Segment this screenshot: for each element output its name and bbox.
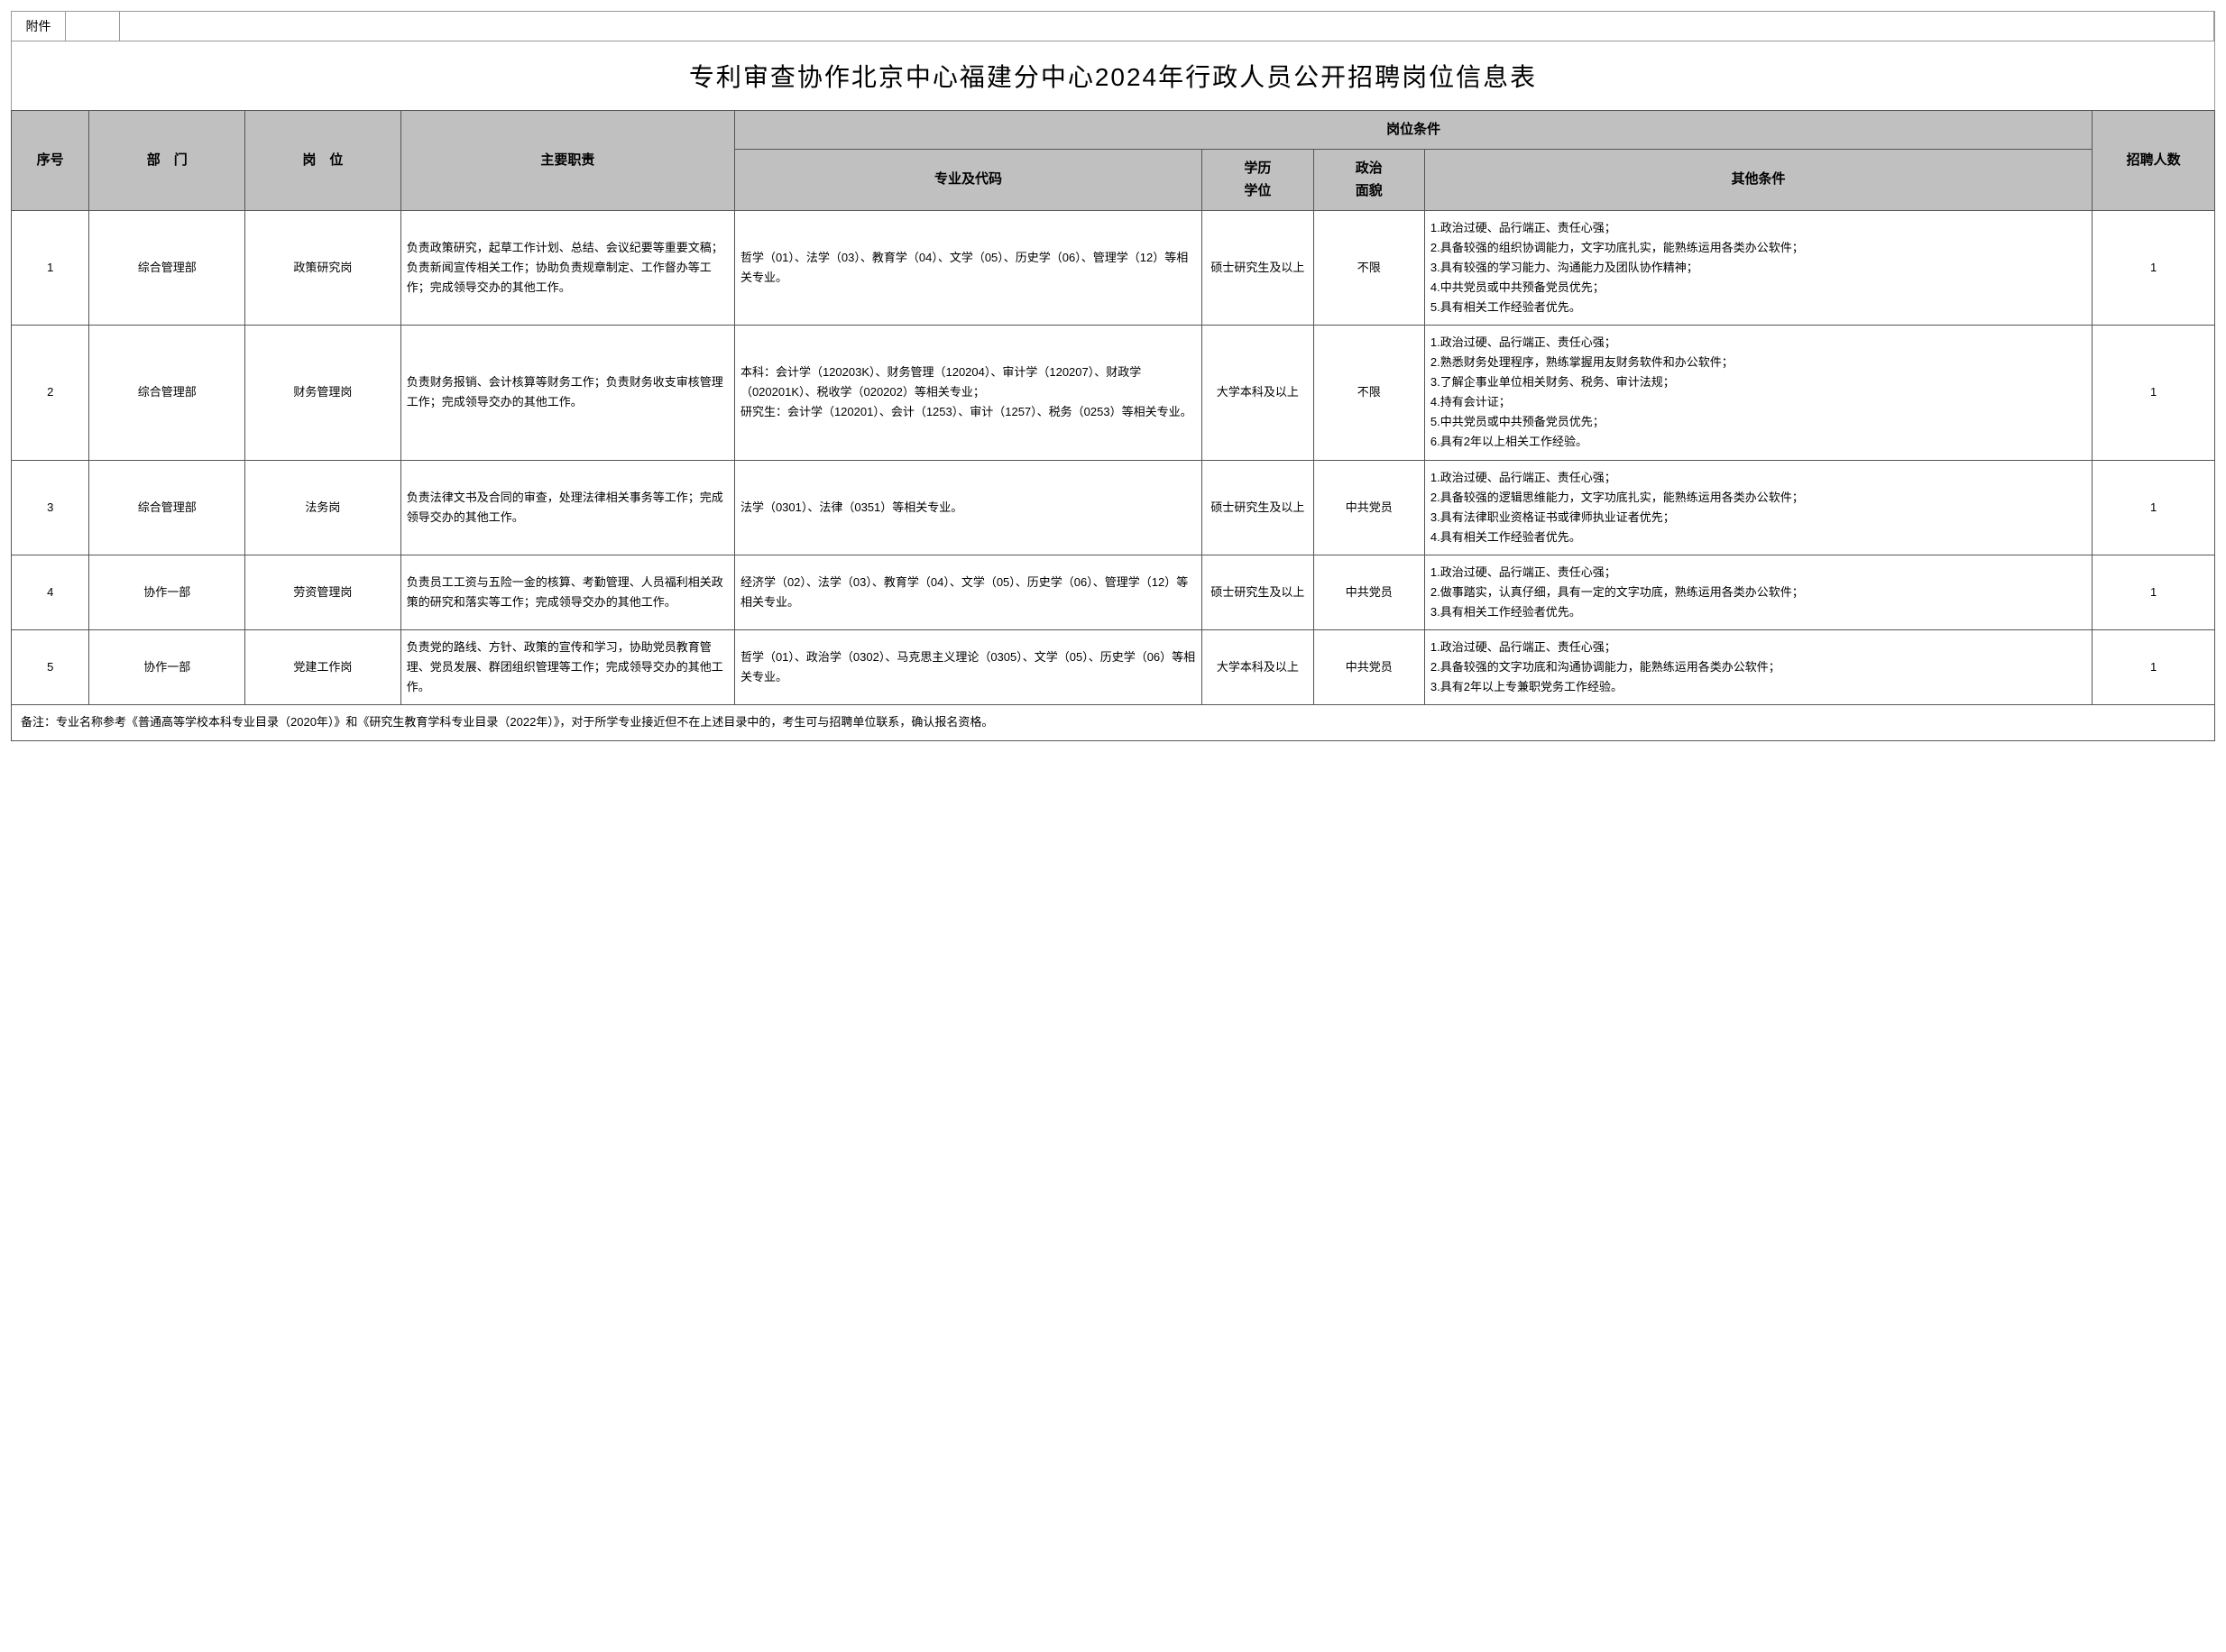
- cell-idx: 4: [12, 555, 89, 629]
- table-body: 1综合管理部政策研究岗负责政策研究，起草工作计划、总结、会议纪要等重要文稿；负责…: [12, 210, 2215, 705]
- cell-major: 哲学（01）、法学（03）、教育学（04）、文学（05）、历史学（06）、管理学…: [734, 210, 1201, 325]
- footer-note: 备注：专业名称参考《普通高等学校本科专业目录（2020年）》和《研究生教育学科专…: [12, 705, 2215, 740]
- cell-cnt: 1: [2093, 210, 2215, 325]
- cell-pos: 财务管理岗: [245, 325, 401, 460]
- table-header: 序号 部 门 岗 位 主要职责 岗位条件 招聘人数 专业及代码 学历 学位 政治…: [12, 111, 2215, 211]
- cell-pos: 法务岗: [245, 460, 401, 555]
- header-major: 专业及代码: [734, 149, 1201, 210]
- cell-idx: 1: [12, 210, 89, 325]
- cell-edu: 硕士研究生及以上: [1202, 460, 1313, 555]
- cell-dept: 协作一部: [89, 630, 245, 705]
- cell-pol: 中共党员: [1313, 630, 1424, 705]
- attachment-row: 附件: [11, 11, 2215, 41]
- cell-pos: 党建工作岗: [245, 630, 401, 705]
- table-row: 3综合管理部法务岗负责法律文书及合同的审查，处理法律相关事务等工作；完成领导交办…: [12, 460, 2215, 555]
- cell-cnt: 1: [2093, 460, 2215, 555]
- cell-major: 经济学（02）、法学（03）、教育学（04）、文学（05）、历史学（06）、管理…: [734, 555, 1201, 629]
- header-pos: 岗 位: [245, 111, 401, 211]
- cell-duty: 负责财务报销、会计核算等财务工作；负责财务收支审核管理工作；完成领导交办的其他工…: [400, 325, 734, 460]
- header-idx: 序号: [12, 111, 89, 211]
- attachment-label: 附件: [12, 12, 66, 41]
- cell-pol: 不限: [1313, 325, 1424, 460]
- cell-edu: 大学本科及以上: [1202, 325, 1313, 460]
- cell-other: 1.政治过硬、品行端正、责任心强； 2.具备较强的组织协调能力，文字功底扎实，能…: [1424, 210, 2092, 325]
- table-row: 2综合管理部财务管理岗负责财务报销、会计核算等财务工作；负责财务收支审核管理工作…: [12, 325, 2215, 460]
- cell-other: 1.政治过硬、品行端正、责任心强； 2.熟悉财务处理程序，熟练掌握用友财务软件和…: [1424, 325, 2092, 460]
- cell-edu: 大学本科及以上: [1202, 630, 1313, 705]
- table-row: 4协作一部劳资管理岗负责员工工资与五险一金的核算、考勤管理、人员福利相关政策的研…: [12, 555, 2215, 629]
- cell-cnt: 1: [2093, 325, 2215, 460]
- cell-cnt: 1: [2093, 555, 2215, 629]
- cell-duty: 负责党的路线、方针、政策的宣传和学习，协助党员教育管理、党员发展、群团组织管理等…: [400, 630, 734, 705]
- cell-major: 法学（0301）、法律（0351）等相关专业。: [734, 460, 1201, 555]
- page-title: 专利审查协作北京中心福建分中心2024年行政人员公开招聘岗位信息表: [11, 41, 2215, 110]
- cell-dept: 综合管理部: [89, 325, 245, 460]
- header-edu: 学历 学位: [1202, 149, 1313, 210]
- cell-idx: 5: [12, 630, 89, 705]
- cell-other: 1.政治过硬、品行端正、责任心强； 2.具备较强的文字功底和沟通协调能力，能熟练…: [1424, 630, 2092, 705]
- cell-edu: 硕士研究生及以上: [1202, 555, 1313, 629]
- cell-pos: 政策研究岗: [245, 210, 401, 325]
- cell-cnt: 1: [2093, 630, 2215, 705]
- cell-edu: 硕士研究生及以上: [1202, 210, 1313, 325]
- cell-pol: 不限: [1313, 210, 1424, 325]
- cell-other: 1.政治过硬、品行端正、责任心强； 2.具备较强的逻辑思维能力，文字功底扎实，能…: [1424, 460, 2092, 555]
- attachment-blank-1: [66, 12, 120, 41]
- cell-duty: 负责政策研究，起草工作计划、总结、会议纪要等重要文稿；负责新闻宣传相关工作；协助…: [400, 210, 734, 325]
- recruitment-table: 序号 部 门 岗 位 主要职责 岗位条件 招聘人数 专业及代码 学历 学位 政治…: [11, 110, 2215, 741]
- cell-duty: 负责员工工资与五险一金的核算、考勤管理、人员福利相关政策的研究和落实等工作；完成…: [400, 555, 734, 629]
- cell-dept: 综合管理部: [89, 460, 245, 555]
- attachment-blank-2: [2160, 12, 2214, 41]
- footer-note-row: 备注：专业名称参考《普通高等学校本科专业目录（2020年）》和《研究生教育学科专…: [12, 705, 2215, 740]
- cell-pol: 中共党员: [1313, 555, 1424, 629]
- cell-idx: 2: [12, 325, 89, 460]
- cell-idx: 3: [12, 460, 89, 555]
- header-cnt: 招聘人数: [2093, 111, 2215, 211]
- cell-pos: 劳资管理岗: [245, 555, 401, 629]
- cell-dept: 综合管理部: [89, 210, 245, 325]
- cell-major: 本科：会计学（120203K）、财务管理（120204）、审计学（120207）…: [734, 325, 1201, 460]
- table-row: 1综合管理部政策研究岗负责政策研究，起草工作计划、总结、会议纪要等重要文稿；负责…: [12, 210, 2215, 325]
- header-cond-group: 岗位条件: [734, 111, 2092, 150]
- table-row: 5协作一部党建工作岗负责党的路线、方针、政策的宣传和学习，协助党员教育管理、党员…: [12, 630, 2215, 705]
- header-pol: 政治 面貌: [1313, 149, 1424, 210]
- attachment-spacer: [120, 12, 2160, 41]
- header-other: 其他条件: [1424, 149, 2092, 210]
- header-dept: 部 门: [89, 111, 245, 211]
- cell-other: 1.政治过硬、品行端正、责任心强； 2.做事踏实，认真仔细，具有一定的文字功底，…: [1424, 555, 2092, 629]
- cell-pol: 中共党员: [1313, 460, 1424, 555]
- cell-major: 哲学（01）、政治学（0302）、马克思主义理论（0305）、文学（05）、历史…: [734, 630, 1201, 705]
- cell-dept: 协作一部: [89, 555, 245, 629]
- cell-duty: 负责法律文书及合同的审查，处理法律相关事务等工作；完成领导交办的其他工作。: [400, 460, 734, 555]
- header-duty: 主要职责: [400, 111, 734, 211]
